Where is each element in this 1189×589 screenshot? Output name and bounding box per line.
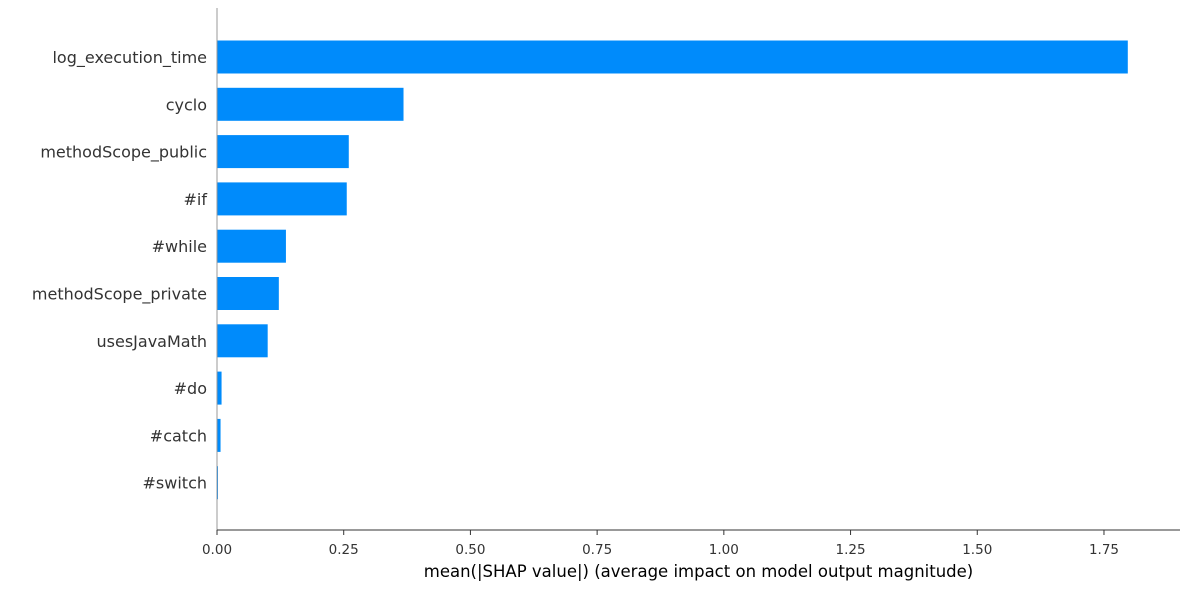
- category-label-6: usesJavaMath: [97, 332, 207, 351]
- bar-1: [217, 87, 404, 121]
- category-label-4: #while: [152, 237, 207, 256]
- category-label-3: #if: [184, 190, 208, 209]
- x-tick-label-0: 0.00: [202, 542, 232, 558]
- bars-layer: [217, 40, 1128, 500]
- category-label-9: #switch: [143, 474, 207, 493]
- x-tick-label-3: 0.75: [582, 542, 612, 558]
- category-label-5: methodScope_private: [32, 285, 207, 305]
- bar-7: [217, 371, 222, 405]
- bar-8: [217, 418, 221, 452]
- category-label-7: #do: [174, 379, 207, 398]
- x-tick-label-7: 1.75: [1089, 542, 1119, 558]
- bar-5: [217, 277, 279, 310]
- x-ticks: 0.00 0.25 0.50 0.75 1.00 1.25 1.50 1.75: [202, 530, 1119, 558]
- x-tick-label-6: 1.50: [962, 542, 992, 558]
- bar-3: [217, 182, 347, 216]
- category-label-2: methodScope_public: [40, 143, 207, 163]
- category-label-8: #catch: [150, 426, 207, 445]
- bar-2: [217, 135, 349, 169]
- x-tick-label-5: 1.25: [836, 542, 866, 558]
- bar-0: [217, 40, 1128, 74]
- category-label-1: cyclo: [166, 95, 207, 114]
- x-tick-label-1: 0.25: [329, 542, 359, 558]
- bar-6: [217, 324, 268, 358]
- x-tick-label-4: 1.00: [709, 542, 739, 558]
- bar-4: [217, 229, 286, 263]
- x-axis-label: mean(|SHAP value|) (average impact on mo…: [424, 562, 974, 581]
- x-tick-label-2: 0.50: [455, 542, 485, 558]
- category-label-0: log_execution_time: [52, 48, 207, 68]
